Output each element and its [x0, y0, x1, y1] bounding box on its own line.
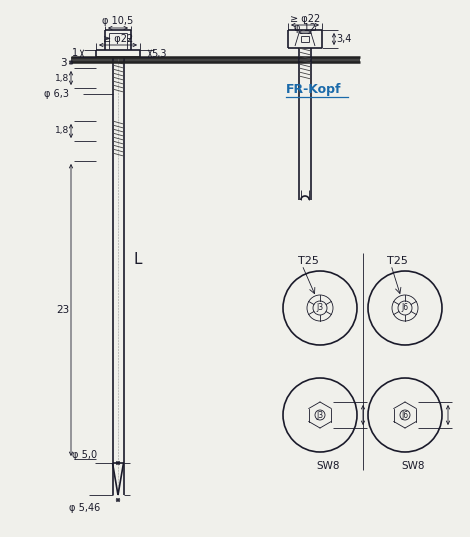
Text: J6: J6 — [401, 303, 408, 313]
Text: 23: 23 — [56, 305, 70, 315]
Text: 5,3: 5,3 — [151, 48, 167, 59]
Text: T25: T25 — [298, 256, 319, 266]
Text: FR-Kopf: FR-Kopf — [286, 83, 342, 97]
Text: φ 6,3: φ 6,3 — [44, 89, 69, 99]
Text: 1,8: 1,8 — [55, 127, 69, 135]
Text: ≥ φ22: ≥ φ22 — [103, 34, 133, 44]
Text: SW8: SW8 — [401, 461, 425, 471]
Text: SW8: SW8 — [316, 461, 340, 471]
Text: φ 12: φ 12 — [294, 23, 316, 33]
Text: J3: J3 — [316, 410, 323, 419]
Text: J6: J6 — [401, 410, 408, 419]
Text: 1: 1 — [72, 48, 78, 59]
Text: φ 5,0: φ 5,0 — [72, 450, 98, 460]
Text: ≥ φ22: ≥ φ22 — [290, 14, 320, 24]
Bar — [71, 57, 360, 62]
Text: 3,4: 3,4 — [337, 34, 352, 44]
Text: L: L — [133, 252, 142, 267]
Text: J3: J3 — [316, 303, 323, 313]
Text: T25: T25 — [386, 256, 407, 266]
Text: 1,8: 1,8 — [55, 74, 69, 83]
Text: φ 5,46: φ 5,46 — [70, 503, 101, 513]
Text: φ 10,5: φ 10,5 — [102, 16, 133, 26]
Text: 3: 3 — [60, 57, 66, 68]
